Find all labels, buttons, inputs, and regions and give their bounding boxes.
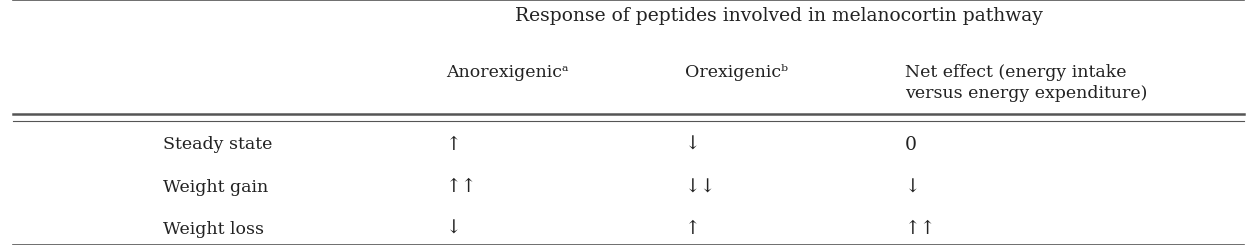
Text: 0: 0 (905, 135, 918, 154)
Text: ↓: ↓ (905, 178, 921, 196)
Text: ↓: ↓ (446, 220, 463, 238)
Text: Anorexigenicᵃ: Anorexigenicᵃ (446, 64, 569, 81)
Text: ↓: ↓ (685, 135, 701, 154)
Text: ↑↑: ↑↑ (905, 220, 936, 238)
Text: Orexigenicᵇ: Orexigenicᵇ (685, 64, 788, 81)
Text: Weight loss: Weight loss (163, 220, 264, 238)
Text: Weight gain: Weight gain (163, 179, 269, 196)
Text: ↑↑: ↑↑ (446, 178, 478, 196)
Text: Steady state: Steady state (163, 136, 273, 153)
Text: ↑: ↑ (446, 135, 463, 154)
Text: ↓↓: ↓↓ (685, 178, 716, 196)
Text: Response of peptides involved in melanocortin pathway: Response of peptides involved in melanoc… (515, 7, 1043, 25)
Text: ↑: ↑ (685, 220, 701, 238)
Text: Net effect (energy intake
versus energy expenditure): Net effect (energy intake versus energy … (905, 64, 1148, 102)
